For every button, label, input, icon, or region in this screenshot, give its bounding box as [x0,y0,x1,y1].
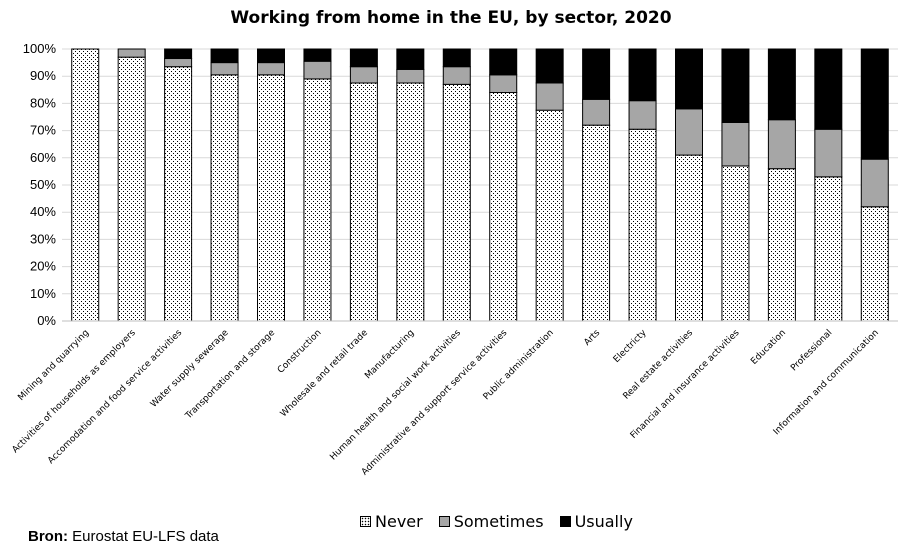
bar-sometimes-construction [303,60,332,80]
bar-usually-information-and-communication [860,48,889,160]
y-tick-label: 0% [37,313,56,328]
x-tick-label: Electricty [612,328,649,365]
bar-sometimes-activities-of-households-as-employers [117,48,146,58]
bar-never-wholesale-and-retail-trade [349,82,378,322]
bar-usually-human-health-and-social-work-activities [442,48,471,68]
bar-never-water-supply-sewerage [210,74,239,322]
x-tick-label: Education [749,328,788,367]
y-tick-label: 80% [30,95,56,110]
bar-never-electricty [628,128,657,322]
x-tick-label: Manufacturing [363,328,416,381]
bar-usually-public-administration [535,48,564,84]
legend-swatch [438,516,450,527]
y-tick-label: 90% [30,68,56,83]
y-tick-label: 40% [30,204,56,219]
x-tick-label: Transportation and storage [183,328,277,422]
bar-sometimes-transportation-and-storage [257,62,285,76]
y-tick-label: 70% [30,123,56,138]
bar-never-education [767,168,796,322]
bar-usually-manufacturing [396,48,425,70]
source-note: Bron: Eurostat EU-LFS data [28,528,219,545]
legend-swatch [559,516,571,527]
bar-never-real-estate-activities [675,154,703,322]
chart-title: Working from home in the EU, by sector, … [230,8,672,28]
bar-never-mining-and-quarrying [71,48,100,322]
bar-usually-real-estate-activities [675,48,703,110]
y-tick-label: 20% [30,259,56,274]
bar-sometimes-electricty [628,100,657,130]
bar-sometimes-real-estate-activities [675,108,703,156]
bar-usually-arts [582,48,611,100]
source-text: Eurostat EU-LFS data [68,528,219,545]
bar-usually-transportation-and-storage [257,48,285,64]
bar-never-arts [582,124,611,322]
bar-sometimes-arts [582,98,611,126]
legend: Never Sometimes Usually [360,512,649,531]
bar-sometimes-professional [814,128,843,178]
y-tick-label: 50% [30,177,56,192]
legend-item-never: Never [360,512,423,531]
bar-never-public-administration [535,109,564,322]
x-tick-label: Wholesale and retail trade [279,328,371,420]
legend-label: Sometimes [453,512,544,531]
bar-usually-construction [303,48,332,62]
x-tick-label: Professional [789,328,834,373]
bar-usually-education [767,48,796,121]
bar-sometimes-wholesale-and-retail-trade [349,66,378,84]
bar-never-accomodation-and-food-service-activities [164,66,193,322]
bar-usually-administrative-and-support-service-activities [489,48,518,76]
bar-sometimes-public-administration [535,82,564,111]
y-tick-label: 30% [30,231,56,246]
bar-never-construction [303,78,332,322]
legend-item-usually: Usually [559,512,633,531]
y-tick-label: 60% [30,150,56,165]
source-label: Bron: [28,528,68,545]
bar-sometimes-human-health-and-social-work-activities [442,66,471,85]
legend-label: Usually [574,512,633,531]
bar-sometimes-administrative-and-support-service-activities [489,74,518,94]
bar-never-professional [814,176,843,322]
bar-sometimes-manufacturing [396,68,425,84]
bar-usually-wholesale-and-retail-trade [349,48,378,68]
y-tick-label: 10% [30,286,56,301]
bar-sometimes-water-supply-sewerage [210,62,239,76]
bar-usually-professional [814,48,843,130]
legend-label: Never [375,512,423,531]
bar-sometimes-accomodation-and-food-service-activities [164,58,193,68]
bar-usually-electricty [628,48,657,102]
bar-usually-financial-and-insurance-activities [721,48,750,123]
bar-sometimes-information-and-communication [860,158,889,208]
bar-sometimes-financial-and-insurance-activities [721,121,750,167]
bar-never-transportation-and-storage [257,74,285,322]
bar-usually-accomodation-and-food-service-activities [164,48,193,60]
x-tick-label: Construction [276,328,324,376]
bar-sometimes-education [767,119,796,170]
bar-never-information-and-communication [860,206,889,322]
bar-never-manufacturing [396,82,425,322]
bar-never-activities-of-households-as-employers [117,56,146,322]
x-tick-label: Arts [582,328,602,348]
legend-item-sometimes: Sometimes [438,512,544,531]
bar-never-administrative-and-support-service-activities [489,92,518,322]
bar-never-financial-and-insurance-activities [721,165,750,322]
bar-usually-water-supply-sewerage [210,48,239,64]
legend-swatch [360,516,371,527]
x-tick-label: Water supply sewerage [149,328,231,410]
bar-never-human-health-and-social-work-activities [442,83,471,322]
y-tick-label: 100% [23,41,57,56]
stacked-bar-chart: 0%10%20%30%40%50%60%70%80%90%100%Mining … [11,41,898,477]
x-tick-label: Information and communication [772,328,881,437]
